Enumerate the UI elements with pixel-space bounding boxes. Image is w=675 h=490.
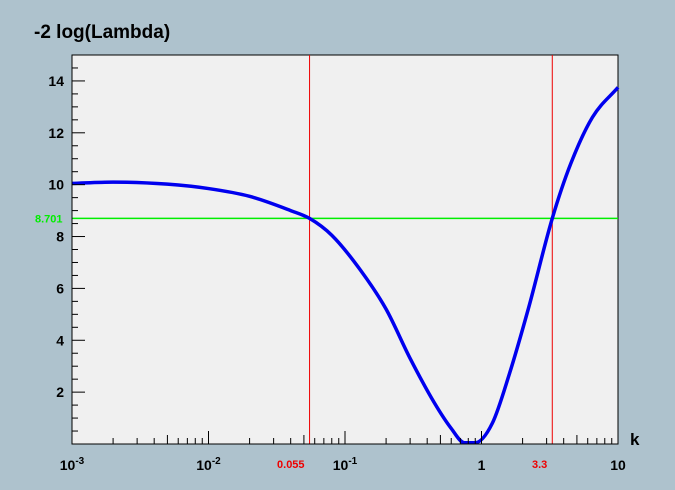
x-axis-label: k <box>630 430 640 449</box>
y-tick-label: 8 <box>56 229 64 245</box>
y-tick-label: 10 <box>48 177 64 193</box>
reference-lines <box>72 55 618 444</box>
x-tick-label: 10 <box>610 457 626 473</box>
axes <box>71 54 619 445</box>
series-line <box>71 86 620 445</box>
y-tick-label: 6 <box>56 280 64 296</box>
x-tick-label: 1 <box>478 457 486 473</box>
horizontal-line-label: 8.701 <box>35 213 63 225</box>
y-tick-label: 12 <box>48 125 64 141</box>
chart-title: -2 log(Lambda) <box>34 22 170 43</box>
vertical-line-label: 0.055 <box>277 459 305 471</box>
y-tick-label: 4 <box>56 332 64 348</box>
y-tick-label: 2 <box>56 384 64 400</box>
y-tick-label: 14 <box>48 73 64 89</box>
vertical-line-label: 3.3 <box>532 459 547 471</box>
